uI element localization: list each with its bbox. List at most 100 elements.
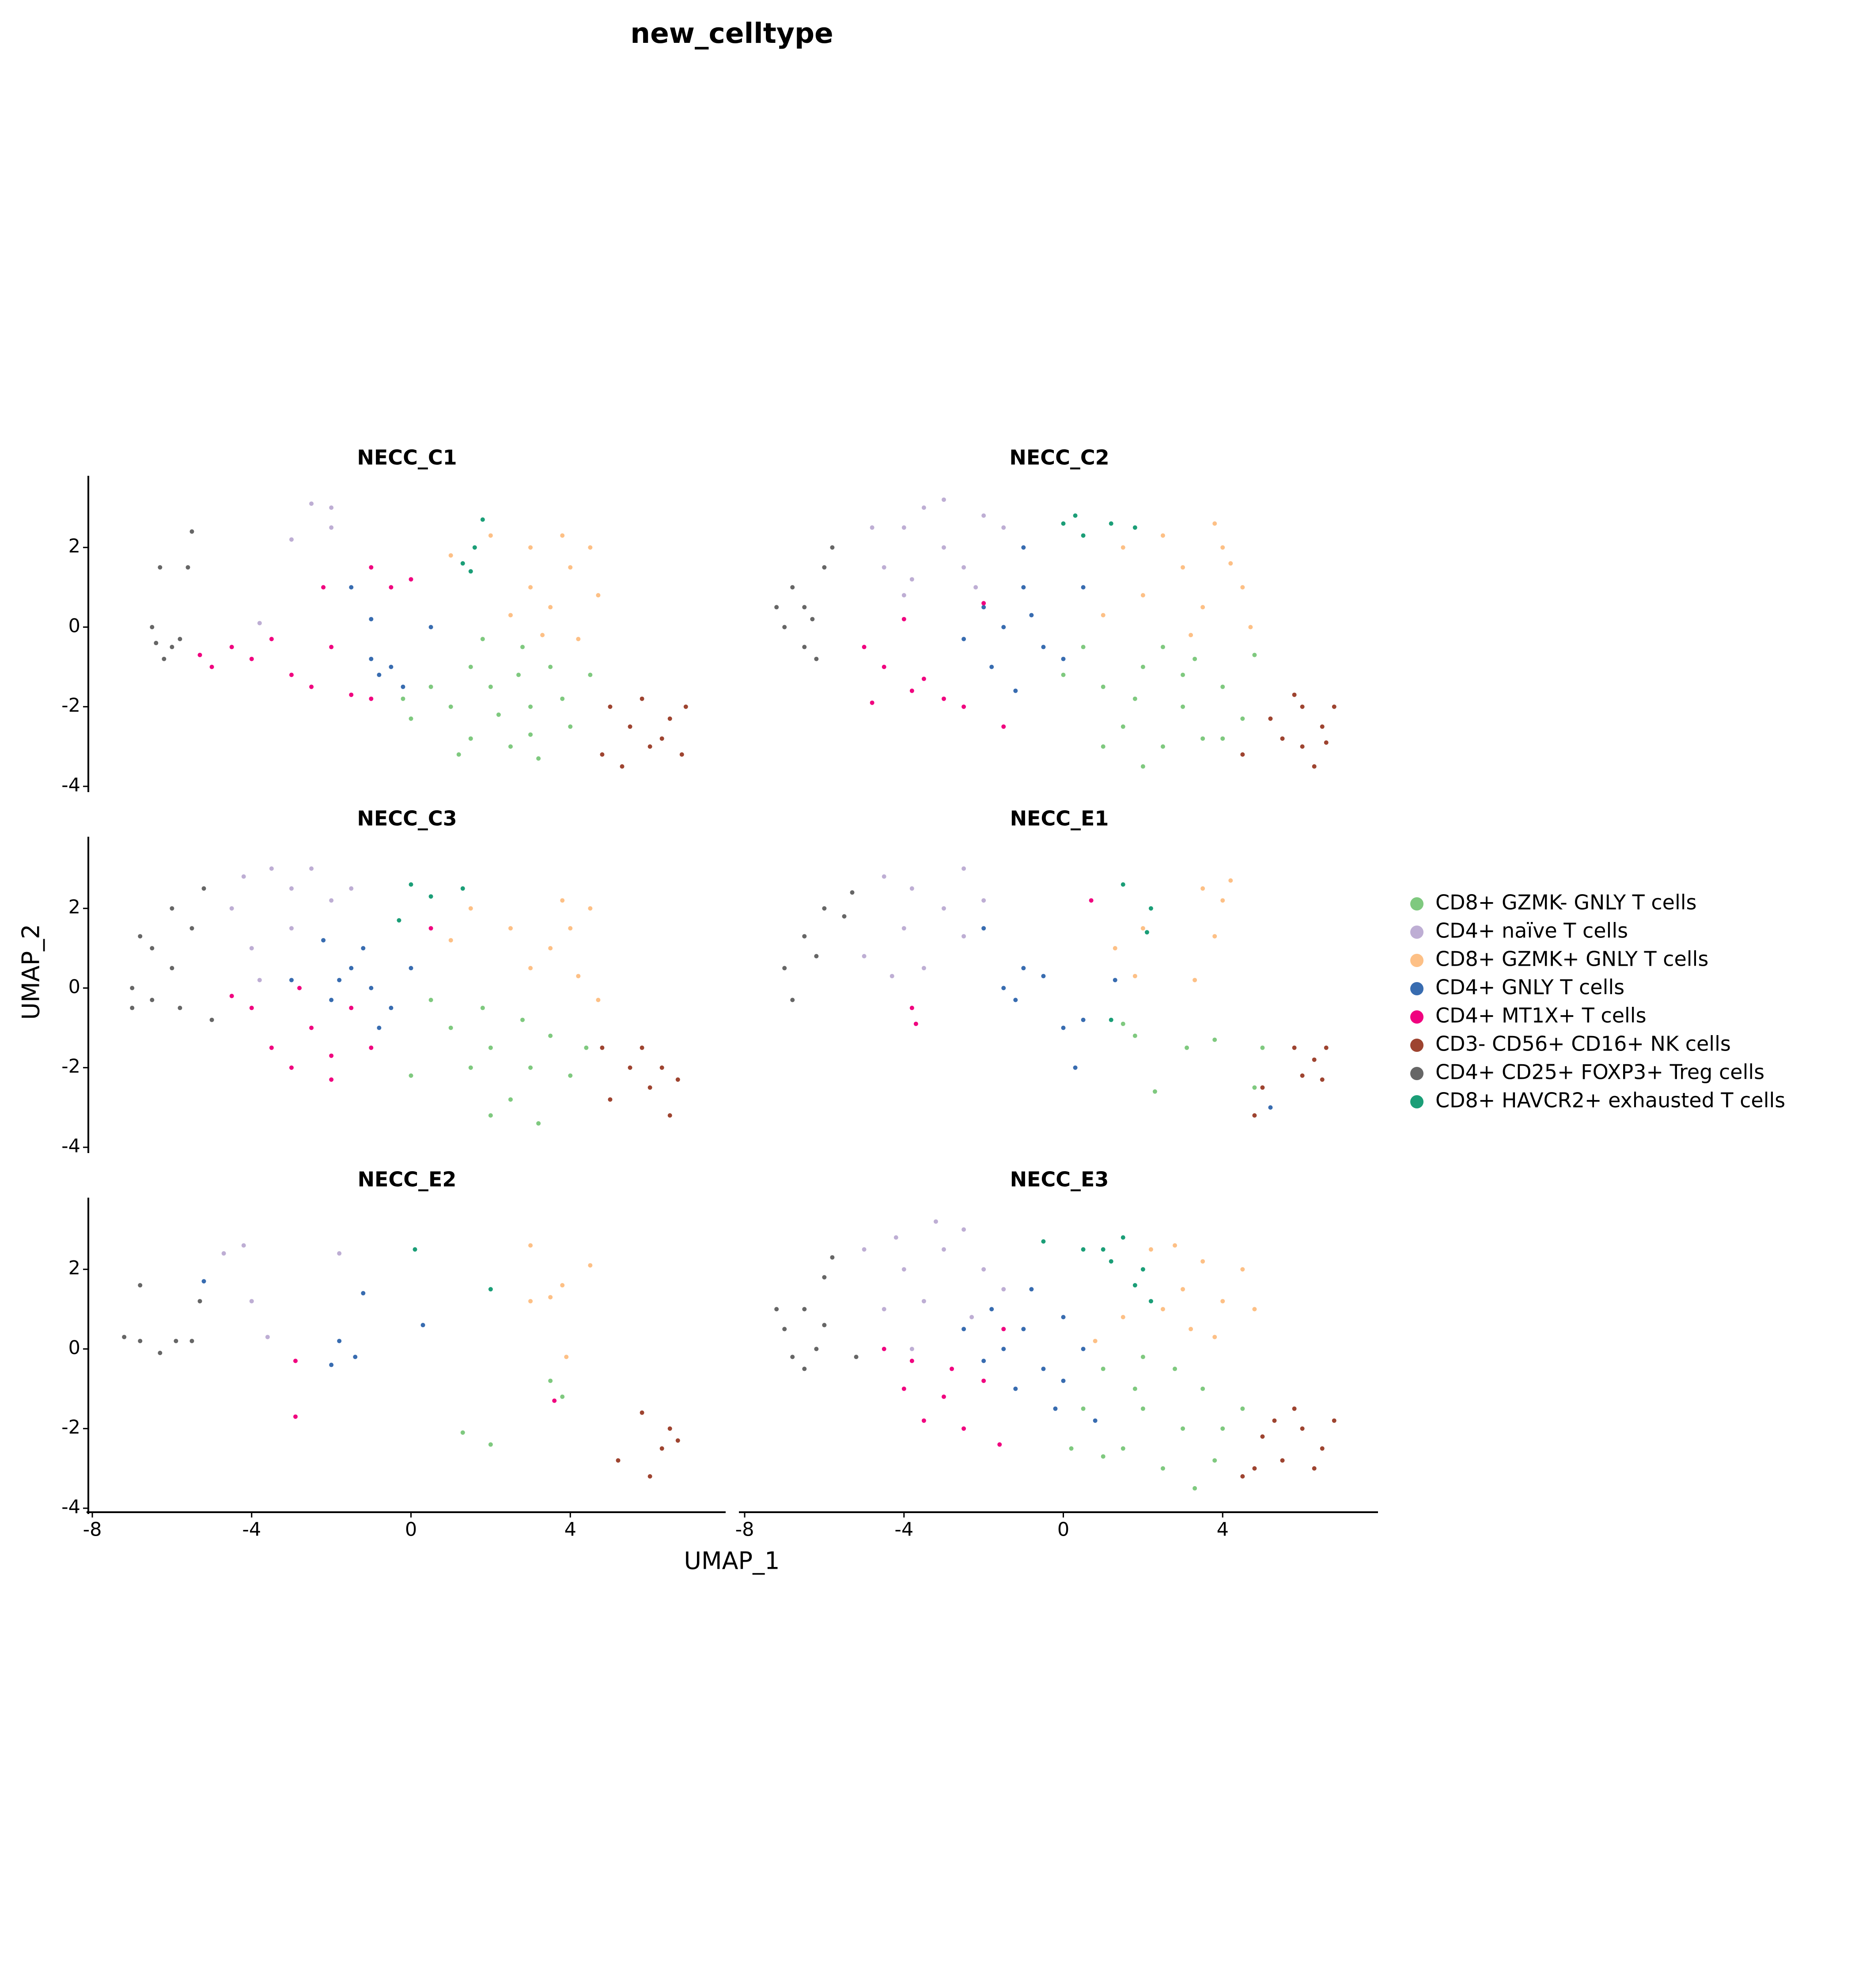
point [1101, 1366, 1105, 1371]
point [309, 501, 314, 506]
point [1001, 1347, 1006, 1351]
point [150, 998, 155, 1002]
point [1160, 744, 1165, 749]
point [174, 1339, 178, 1343]
point [901, 926, 906, 931]
point [608, 1097, 613, 1102]
point [552, 1398, 557, 1403]
point [659, 1065, 664, 1070]
point [608, 704, 613, 709]
point [468, 664, 473, 669]
point [802, 1307, 807, 1312]
point [981, 898, 986, 903]
point [329, 1077, 334, 1082]
point [568, 1073, 573, 1078]
point [790, 585, 795, 590]
point [389, 1005, 394, 1010]
point [1140, 1354, 1145, 1359]
point [560, 533, 565, 538]
point [361, 1291, 366, 1296]
point [138, 1283, 143, 1288]
point [981, 1358, 986, 1363]
point [170, 645, 174, 649]
point [647, 1085, 652, 1090]
point [249, 1299, 254, 1304]
point [1200, 1386, 1205, 1391]
point [353, 1354, 358, 1359]
point [981, 605, 986, 610]
point [249, 1005, 254, 1010]
point [675, 1077, 680, 1082]
point [170, 906, 174, 911]
point [369, 696, 374, 701]
point [508, 1097, 513, 1102]
point [488, 533, 493, 538]
point [154, 641, 159, 645]
point [221, 1251, 226, 1256]
point [1260, 1434, 1265, 1439]
point [508, 744, 513, 749]
point [596, 593, 601, 598]
point [528, 1243, 533, 1248]
point [1061, 656, 1066, 661]
legend-label: CD8+ GZMK+ GNLY T cells [1435, 947, 1708, 971]
point [782, 625, 787, 630]
point [1001, 724, 1006, 729]
point [516, 672, 521, 677]
point [1053, 1406, 1058, 1411]
point [122, 1335, 127, 1339]
point [456, 752, 461, 757]
point [1252, 1466, 1257, 1471]
point [1268, 716, 1273, 721]
y-tick-label: 0 [68, 976, 80, 998]
point [774, 1307, 779, 1312]
point [1113, 978, 1117, 983]
point [1081, 585, 1086, 590]
point [962, 866, 966, 871]
point [1189, 1327, 1193, 1332]
point [790, 998, 795, 1002]
point [241, 1243, 246, 1248]
point [249, 946, 254, 951]
point [1144, 930, 1149, 935]
point [1240, 585, 1245, 590]
point [560, 696, 565, 701]
point [1081, 533, 1086, 538]
point [1312, 1466, 1317, 1471]
point [460, 561, 465, 566]
point [1160, 533, 1165, 538]
y-tick-label: 2 [68, 535, 80, 558]
point [329, 645, 334, 649]
point [1073, 513, 1078, 518]
y-tick-label: -2 [61, 694, 80, 717]
facet-title: NECC_C1 [357, 446, 457, 470]
point [409, 966, 413, 971]
point [862, 1247, 867, 1252]
point [1192, 656, 1197, 661]
point [170, 966, 174, 971]
point [647, 744, 652, 749]
point [659, 736, 664, 741]
point [675, 1438, 680, 1443]
point [1101, 613, 1105, 618]
point [568, 724, 573, 729]
point [1101, 1247, 1105, 1252]
point [548, 664, 553, 669]
y-axis-label: UMAP_2 [17, 924, 45, 1020]
y-tick-label: 0 [68, 1337, 80, 1359]
point [1152, 1089, 1157, 1094]
point [1148, 1299, 1153, 1304]
point [1300, 1426, 1305, 1431]
point [962, 1426, 966, 1431]
point [782, 966, 787, 971]
point [854, 1354, 859, 1359]
point [1113, 946, 1117, 951]
point [528, 1065, 533, 1070]
point [369, 986, 374, 990]
point [1160, 1466, 1165, 1471]
point [377, 1025, 382, 1030]
point [293, 1358, 298, 1363]
point [588, 545, 593, 550]
point [1312, 764, 1317, 769]
point [130, 1005, 135, 1010]
